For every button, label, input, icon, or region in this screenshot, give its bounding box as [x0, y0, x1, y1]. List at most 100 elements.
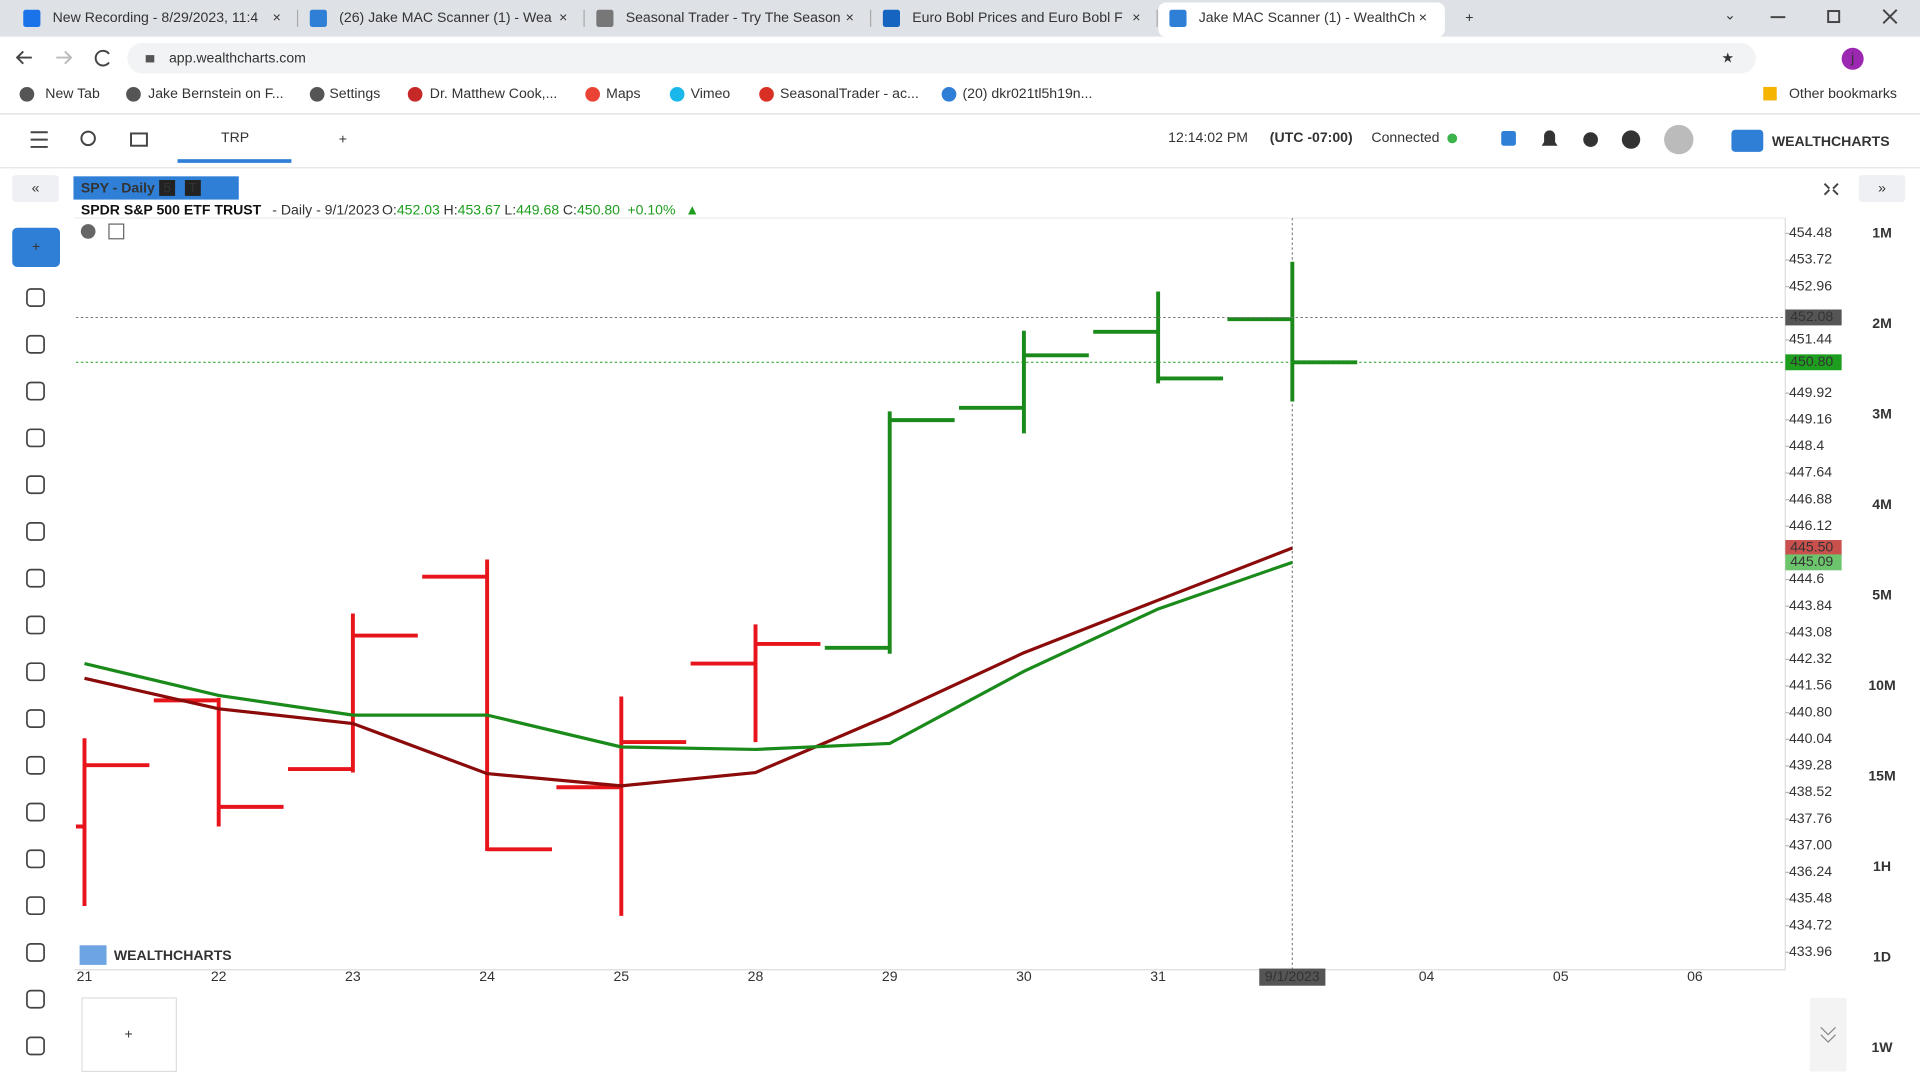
other-bookmarks[interactable]: Other bookmarks — [1789, 85, 1897, 101]
search[interactable] — [80, 130, 96, 147]
y-tick-label: 443.08 — [1789, 623, 1832, 639]
reload[interactable] — [94, 49, 110, 67]
bookmark-icon — [126, 86, 141, 102]
address-bar[interactable] — [127, 42, 1756, 74]
x-tick-label: 21 — [77, 968, 93, 984]
tool-icon[interactable] — [26, 568, 45, 588]
fullscreen[interactable] — [1823, 182, 1839, 196]
timeframe[interactable]: 1M — [1872, 225, 1892, 241]
value: 449.68 — [516, 201, 559, 217]
bookmark[interactable]: Settings — [329, 85, 380, 101]
timeframe[interactable]: 4M — [1872, 496, 1892, 512]
tool-icon[interactable] — [26, 709, 45, 728]
add-pane[interactable] — [81, 997, 177, 1073]
y-tick-label: 440.80 — [1789, 703, 1832, 719]
tool-icon[interactable] — [26, 849, 45, 869]
tab-close[interactable]: × — [559, 9, 567, 25]
x-tick-label: 28 — [748, 968, 764, 984]
new-tab-button[interactable]: + — [1465, 9, 1473, 25]
tab-close[interactable]: × — [1132, 9, 1140, 25]
menu[interactable] — [30, 131, 48, 148]
tab-title[interactable]: Seasonal Trader - Try The Season — [626, 9, 841, 25]
symbol-name: SPDR S&P 500 ETF TRUST — [81, 201, 262, 217]
tool-icon[interactable] — [26, 381, 45, 401]
active-tab[interactable] — [1158, 2, 1445, 37]
add-tab[interactable]: + — [339, 130, 347, 146]
url[interactable]: app.wealthcharts.com — [169, 49, 306, 65]
tool-icon[interactable] — [26, 1036, 45, 1056]
tab-title[interactable]: Euro Bobl Prices and Euro Bobl F — [912, 9, 1123, 25]
add-drawing-icon: + — [32, 238, 40, 254]
profile-avatar[interactable] — [1841, 47, 1864, 70]
collapse-left[interactable] — [12, 175, 59, 203]
notifications[interactable] — [1541, 130, 1558, 146]
value: 453.67 — [458, 201, 501, 217]
bookmark-star[interactable]: ★ — [1721, 49, 1734, 65]
tool-icon[interactable] — [26, 802, 45, 822]
price-label: 445.09 — [1790, 553, 1833, 569]
forward[interactable] — [56, 50, 73, 65]
bookmark[interactable]: New Tab — [45, 85, 100, 101]
workspace-tab[interactable]: TRP — [221, 129, 249, 145]
timeframe[interactable]: 1H — [1873, 858, 1891, 874]
status-dot — [1447, 133, 1458, 144]
bookmark[interactable]: Vimeo — [691, 85, 731, 101]
tab-close[interactable]: × — [1419, 9, 1427, 25]
badge — [159, 180, 176, 196]
tab-close[interactable]: × — [846, 9, 854, 25]
bookmark[interactable]: (20) dkr021tl5h19n... — [962, 85, 1092, 101]
help[interactable] — [1621, 130, 1641, 149]
bookmark[interactable]: Maps — [606, 85, 640, 101]
tab-close[interactable]: × — [273, 9, 281, 25]
bookmark[interactable]: Dr. Matthew Cook,... — [430, 85, 558, 101]
bookmark-icon — [585, 86, 600, 102]
tab-title[interactable]: (26) Jake MAC Scanner (1) - Wea — [339, 9, 552, 25]
tool-icon[interactable] — [26, 942, 45, 962]
back[interactable] — [15, 50, 32, 65]
x-tick-label: 23 — [345, 968, 361, 984]
tool-icon[interactable] — [26, 428, 45, 448]
tool-icon[interactable] — [26, 662, 45, 682]
timeframe[interactable]: 3M — [1872, 406, 1892, 422]
timeframe[interactable]: 10M — [1868, 677, 1895, 693]
tool-icon[interactable] — [26, 522, 45, 541]
tool-icon[interactable] — [26, 896, 45, 916]
bookmark[interactable]: Jake Bernstein on F... — [148, 85, 283, 101]
tool-icon[interactable] — [26, 615, 45, 635]
price-label: 445.50 — [1790, 539, 1833, 555]
moving-average — [84, 560, 1293, 752]
tab-title[interactable]: New Recording - 8/29/2023, 11:4 — [53, 9, 259, 25]
tab-underline — [177, 159, 292, 163]
settings[interactable] — [1583, 132, 1598, 147]
layouts[interactable] — [130, 132, 148, 147]
collapse-right[interactable] — [1858, 175, 1906, 203]
tab-menu[interactable]: ⌄ — [1724, 7, 1736, 23]
x-tick-label: 24 — [479, 968, 495, 984]
timeframe[interactable]: 15M — [1868, 768, 1895, 784]
tool-icon[interactable] — [26, 288, 45, 307]
timeframe[interactable]: 1W — [1871, 1039, 1893, 1055]
timeframe[interactable]: 5M — [1872, 587, 1892, 603]
timeframe[interactable]: 2M — [1872, 315, 1892, 331]
add-drawing[interactable] — [12, 227, 61, 267]
tool-icon[interactable] — [26, 475, 45, 495]
add-indicator[interactable] — [108, 223, 125, 240]
y-tick-label: 449.92 — [1789, 384, 1832, 400]
tool-icon[interactable] — [26, 755, 45, 775]
timeframe[interactable]: 1D — [1873, 949, 1891, 965]
tool-icon[interactable] — [26, 989, 45, 1009]
connection-status: Connected — [1371, 129, 1439, 145]
bookmark[interactable]: SeasonalTrader - ac... — [780, 85, 919, 101]
tab-title[interactable]: Jake MAC Scanner (1) - WealthCh — [1199, 9, 1415, 25]
timezone[interactable]: (UTC -07:00) — [1270, 129, 1353, 145]
close-window[interactable] — [1882, 9, 1898, 24]
price-label-box — [1785, 540, 1842, 556]
restore[interactable] — [1827, 10, 1841, 24]
save[interactable] — [1501, 131, 1516, 146]
hide-indicators[interactable] — [80, 224, 96, 239]
price-label-box — [1785, 309, 1842, 326]
favicon — [596, 9, 614, 27]
user-avatar[interactable] — [1664, 124, 1694, 155]
tool-icon[interactable] — [26, 334, 45, 354]
